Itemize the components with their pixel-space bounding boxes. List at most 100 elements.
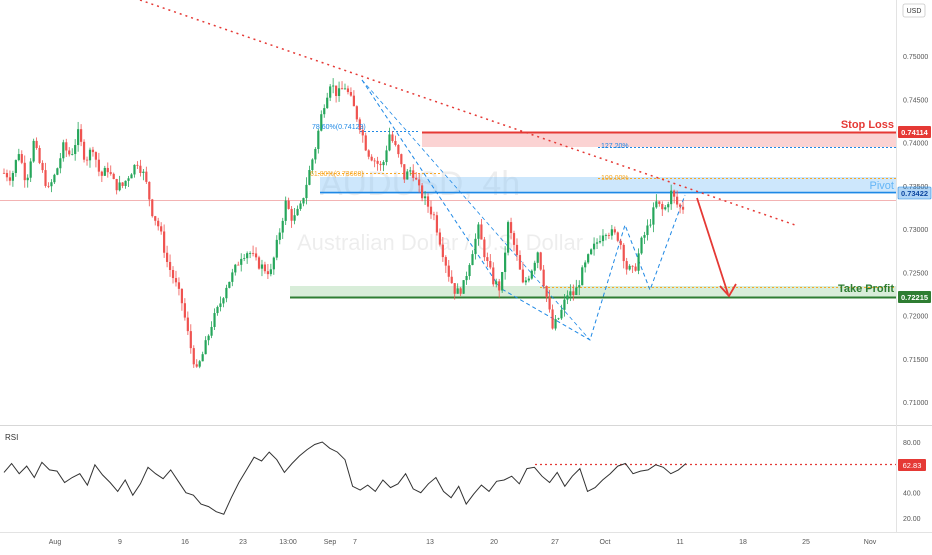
candle-body [533,262,536,271]
time-tick-label: 9 [118,539,122,546]
candle-body [103,167,106,176]
candle-body [151,199,154,217]
candle-body [373,160,376,162]
candle-body [216,306,219,314]
candle-body [246,253,249,259]
candle-body [8,177,12,181]
price-axis[interactable]: 0.755000.750000.745000.740000.735000.730… [903,11,928,407]
time-tick-label: 13:00 [279,539,297,546]
candle-body [492,267,495,285]
stop-loss-value: 0.74114 [901,128,929,137]
candle-body [504,252,507,272]
candle-body [260,264,264,269]
candle-body [29,161,32,178]
stop-loss-zone [422,132,896,147]
candle-body [432,214,436,216]
candle-body [667,204,670,208]
candle-body [204,340,207,355]
candle-body [453,283,456,294]
candle-body [165,252,169,262]
candle-body [82,141,86,160]
candle-body [569,291,572,296]
fib-100-label: 100.00% [601,175,629,182]
candle-body [554,319,557,329]
candle-body [192,348,195,365]
candle-body [447,265,450,277]
candle-body [664,207,667,210]
price-tick-label: 0.73500 [903,184,928,191]
candle-body [11,172,14,181]
candle-body [249,253,252,254]
candle-body [397,144,400,155]
time-tick-label: Aug [49,539,62,546]
candle-body [367,150,370,157]
candlesticks [2,78,685,369]
price-tick-label: 0.74000 [903,141,928,148]
candle-body [658,201,661,204]
candle-body [198,361,201,367]
time-axis[interactable]: Aug 9 16 23 13:00 Sep 7 13 20 27 Oct 11 18 25 Nov [49,539,877,546]
fib-1272-label: 127.20% [601,143,629,150]
candle-body [545,286,548,298]
currency-label: USD [907,8,922,15]
candle-body [177,282,181,289]
candle-body [471,254,474,266]
candle-body [506,222,510,253]
price-tick-label: 0.74500 [903,97,928,104]
candle-body [610,229,613,236]
stop-loss-label: Stop Loss [841,119,894,131]
candle-body [477,224,480,239]
candle-body [352,95,355,107]
candle-body [47,185,50,187]
candle-body [459,288,462,294]
candle-body [2,172,6,174]
candle-body [379,163,382,166]
candle-body [56,168,59,175]
candle-body [634,266,637,271]
candle-body [115,179,118,191]
rsi-tick-label: 40.00 [903,491,921,498]
candle-body [293,215,296,221]
candle-body [97,159,100,172]
candle-body [444,257,447,266]
candle-body [581,267,584,286]
candle-body [361,129,364,136]
candle-body [435,215,439,233]
candle-body [415,177,418,180]
rsi-current-value: 62.83 [903,461,922,470]
candle-body [201,354,204,362]
pivot-badge [897,186,932,200]
candle-body [68,150,71,155]
time-tick-label: 27 [551,539,559,546]
candle-body [109,172,112,174]
candle-body [275,239,278,258]
candle-body [320,114,323,131]
candle-body [332,85,335,87]
price-tick-label: 0.72000 [903,314,928,321]
candle-body [100,171,103,176]
pivot-label: Pivot [870,180,894,192]
candle-body [551,309,554,329]
candle-body [572,291,575,296]
candle-body [234,264,237,273]
candle-body [340,88,344,90]
candle-body [400,154,403,165]
candle-body [112,173,115,180]
candle-body [418,179,421,186]
candle-body [94,152,98,160]
candle-body [643,235,646,238]
harmonic-pattern-lines [361,79,686,341]
time-tick-label: 7 [353,539,357,546]
candle-body [243,258,246,260]
candle-body [498,281,501,291]
candle-body [587,254,590,263]
candle-body [429,206,433,215]
candle-body [23,162,26,181]
price-tick-label: 0.71500 [903,357,928,364]
candle-body [308,170,311,185]
candle-body [50,182,53,187]
candle-body [91,149,95,153]
candle-body [210,326,213,336]
fib-618-label: 61.80%(0.73608) [310,171,364,178]
